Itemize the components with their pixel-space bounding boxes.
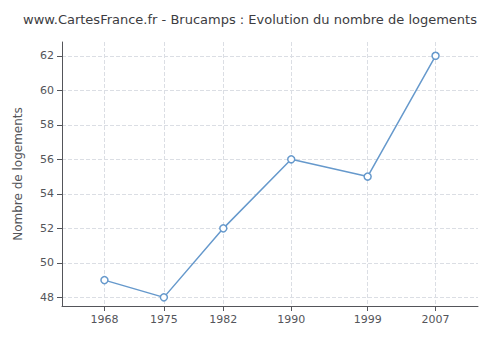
svg-text:www.CartesFrance.fr - Brucamps: www.CartesFrance.fr - Brucamps : Evoluti… xyxy=(23,12,477,27)
svg-text:50: 50 xyxy=(40,256,54,269)
svg-text:1990: 1990 xyxy=(277,313,305,326)
svg-text:56: 56 xyxy=(40,153,54,166)
svg-text:Nombre de logements: Nombre de logements xyxy=(11,107,25,241)
svg-text:1999: 1999 xyxy=(354,313,382,326)
svg-text:1968: 1968 xyxy=(90,313,118,326)
svg-text:60: 60 xyxy=(40,84,54,97)
svg-text:54: 54 xyxy=(40,187,54,200)
svg-text:62: 62 xyxy=(40,49,54,62)
svg-text:58: 58 xyxy=(40,118,54,131)
svg-text:1975: 1975 xyxy=(150,313,178,326)
svg-text:1982: 1982 xyxy=(209,313,237,326)
svg-text:52: 52 xyxy=(40,222,54,235)
svg-text:2007: 2007 xyxy=(422,313,450,326)
svg-text:48: 48 xyxy=(40,291,54,304)
